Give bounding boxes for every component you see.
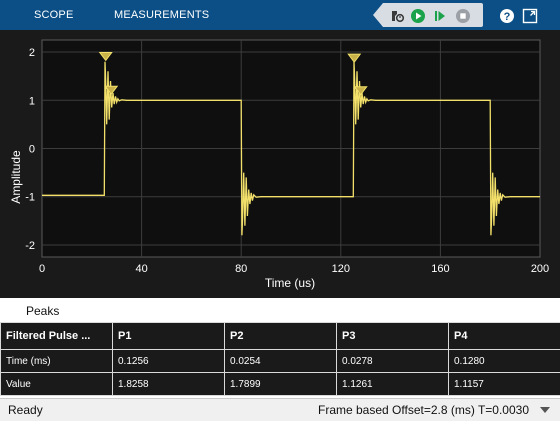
peaks-header-row: Filtered Pulse ... P1 P2 P3 P4 <box>1 323 560 350</box>
peaks-panel-title: Peaks <box>26 304 59 318</box>
header-p1[interactable]: P1 <box>113 323 225 350</box>
y-tick-label: -2 <box>25 240 35 252</box>
x-tick-label: 200 <box>531 263 549 275</box>
svg-text:?: ? <box>504 11 511 23</box>
snapshot-icon[interactable] <box>389 8 405 24</box>
header-p3[interactable]: P3 <box>337 323 449 350</box>
expand-icon[interactable] <box>522 8 538 24</box>
signal-chart: 0 40 80 120 160 200 -2 -1 0 1 2 <box>0 30 560 298</box>
toolbar: SCOPE MEASUREMENTS ? <box>0 0 560 30</box>
header-signal-name[interactable]: Filtered Pulse ... <box>1 323 113 350</box>
row-label-time: Time (ms) <box>1 350 113 373</box>
table-row: Time (ms) 0.1256 0.0254 0.0278 0.1280 <box>1 350 560 373</box>
tab-measurements[interactable]: MEASUREMENTS <box>114 0 209 30</box>
y-tick-label: 1 <box>29 95 35 107</box>
x-tick-label: 120 <box>332 263 350 275</box>
table-cell: 0.1280 <box>449 350 560 373</box>
x-axis-label: Time (us) <box>240 276 340 290</box>
peaks-table: Filtered Pulse ... P1 P2 P3 P4 Time (ms)… <box>0 322 560 396</box>
help-icon[interactable]: ? <box>499 8 515 24</box>
table-row: Value 1.8258 1.7899 1.1261 1.1157 <box>1 373 560 396</box>
table-cell: 1.8258 <box>113 373 225 396</box>
status-ready-text: Ready <box>8 403 43 417</box>
table-cell: 0.1256 <box>113 350 225 373</box>
row-label-value: Value <box>1 373 113 396</box>
header-p2[interactable]: P2 <box>225 323 337 350</box>
header-p4[interactable]: P4 <box>449 323 560 350</box>
x-tick-label: 0 <box>39 263 45 275</box>
x-tick-label: 40 <box>135 263 147 275</box>
y-tick-label: -1 <box>25 192 35 204</box>
table-cell: 1.1157 <box>449 373 560 396</box>
status-bar: Ready Frame based Offset=2.8 (ms) T=0.00… <box>0 398 560 421</box>
table-cell: 1.7899 <box>225 373 337 396</box>
step-forward-icon[interactable] <box>432 8 448 24</box>
table-cell: 0.0254 <box>225 350 337 373</box>
simulation-controls <box>373 3 483 27</box>
x-tick-label: 160 <box>431 263 449 275</box>
y-axis-label: Amplitude <box>9 147 23 207</box>
y-tick-label: 0 <box>29 144 35 156</box>
status-dropdown-icon[interactable] <box>538 404 552 416</box>
stop-icon[interactable] <box>455 8 471 24</box>
y-tick-label: 2 <box>29 47 35 59</box>
table-cell: 0.0278 <box>337 350 449 373</box>
tab-scope[interactable]: SCOPE <box>34 0 74 30</box>
time-scope-plot: 0 40 80 120 160 200 -2 -1 0 1 2 Amplitude Time (us… <box>0 30 560 298</box>
run-icon[interactable] <box>410 8 426 24</box>
table-cell: 1.1261 <box>337 373 449 396</box>
x-tick-label: 80 <box>235 263 247 275</box>
status-frame-info: Frame based Offset=2.8 (ms) T=0.0030 <box>318 403 529 417</box>
